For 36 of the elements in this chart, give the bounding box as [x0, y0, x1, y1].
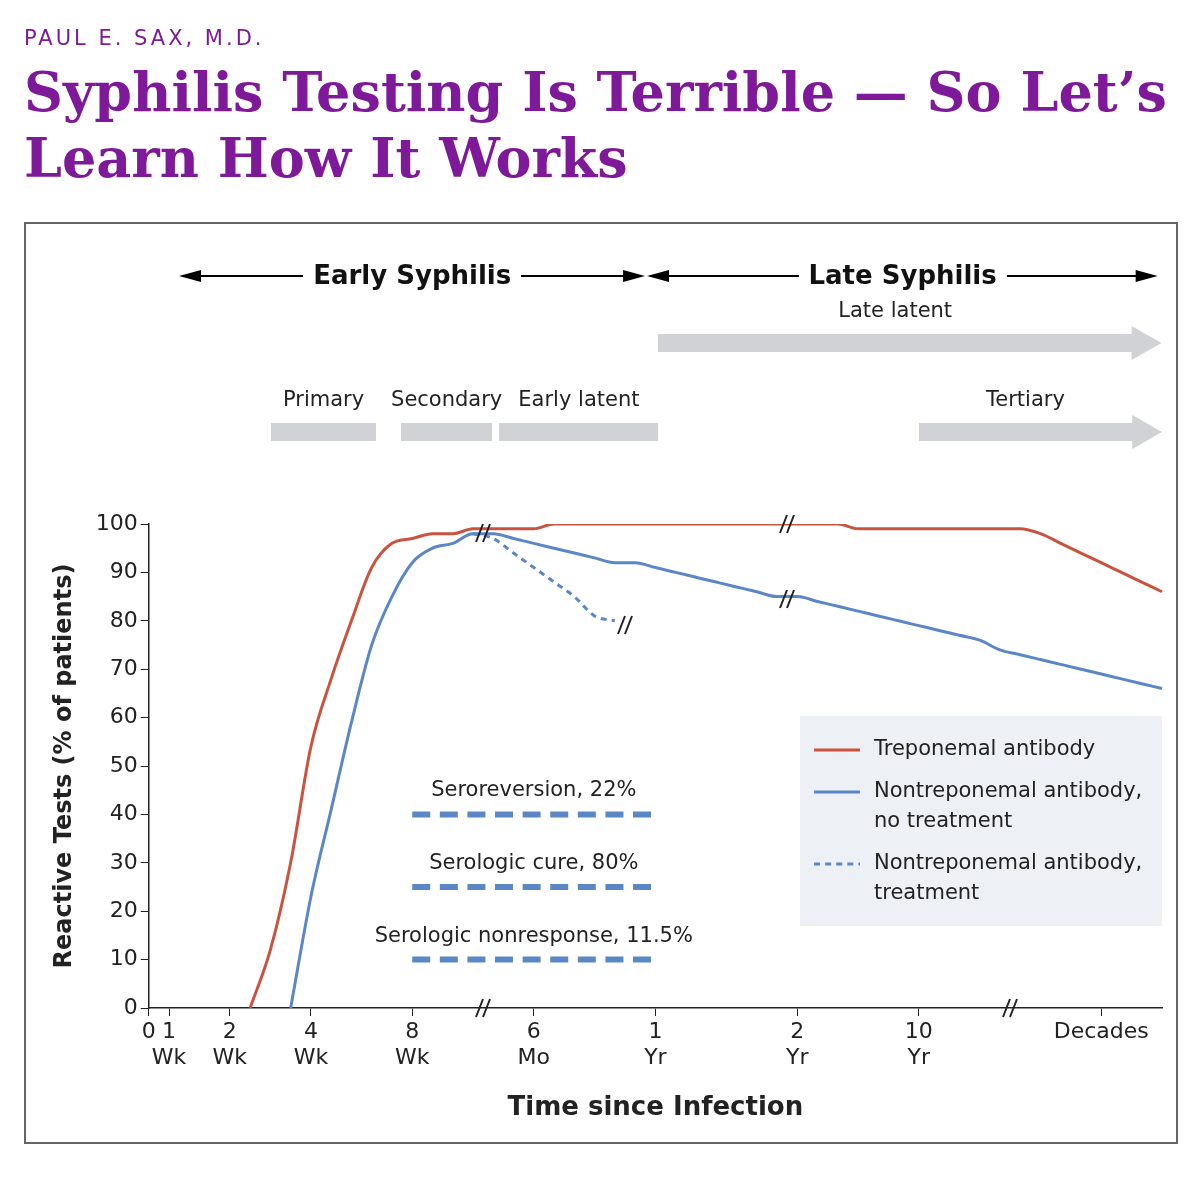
y-tick-label: 60 — [109, 703, 138, 729]
x-tick-label: 2 Yr — [785, 1017, 810, 1070]
x-tick-label: 10 Yr — [904, 1017, 933, 1070]
annotation: Serologic cure, 80% — [429, 849, 639, 874]
annotation: Seroreversion, 22% — [431, 777, 637, 802]
text: Primary — [282, 385, 365, 412]
legend-label: Nontreponemal antibody, no treatment — [874, 778, 1143, 833]
text: Late latent — [838, 296, 953, 323]
y-tick-label: 10 — [109, 945, 138, 971]
x-tick-label: 2 Wk — [212, 1017, 248, 1070]
y-tick-label: 50 — [109, 751, 138, 777]
y-tick-label: 90 — [109, 557, 138, 583]
text: Early latent — [518, 385, 640, 412]
y-tick-label: 40 — [109, 799, 138, 825]
legend-label: Nontreponemal antibody, treatment — [874, 850, 1143, 905]
chart-subtitle: PAUL E. SAX, M.D. — [24, 26, 266, 50]
legend-label: Treponemal antibody — [873, 736, 1096, 761]
y-axis-title: Reactive Tests (% of patients) — [48, 563, 77, 969]
y-tick-label: 100 — [95, 509, 138, 535]
text: Late Syphilis — [798, 258, 1007, 291]
x-tick-label: 6 Mo — [517, 1017, 551, 1070]
x-tick-label: 8 Wk — [394, 1017, 430, 1070]
y-tick-label: 0 — [123, 993, 138, 1019]
text: Secondary — [391, 385, 503, 412]
y-tick-label: 20 — [109, 896, 138, 922]
chart-title: Syphilis Testing Is Terrible — So Let’s Learn How It Works — [24, 60, 1168, 192]
x-tick-label: Decades — [1053, 1017, 1149, 1043]
x-axis-title: Time since Infection — [507, 1090, 804, 1121]
y-tick-label: 80 — [109, 606, 138, 632]
annotation: Serologic nonresponse, 11.5% — [374, 922, 693, 947]
y-tick-label: 70 — [109, 654, 138, 680]
x-tick-label: 1 Yr — [643, 1017, 668, 1070]
text: Tertiary — [986, 385, 1065, 412]
text: Early Syphilis — [303, 258, 522, 291]
x-tick-label: 4 Wk — [293, 1017, 329, 1070]
y-tick-label: 30 — [109, 848, 138, 874]
